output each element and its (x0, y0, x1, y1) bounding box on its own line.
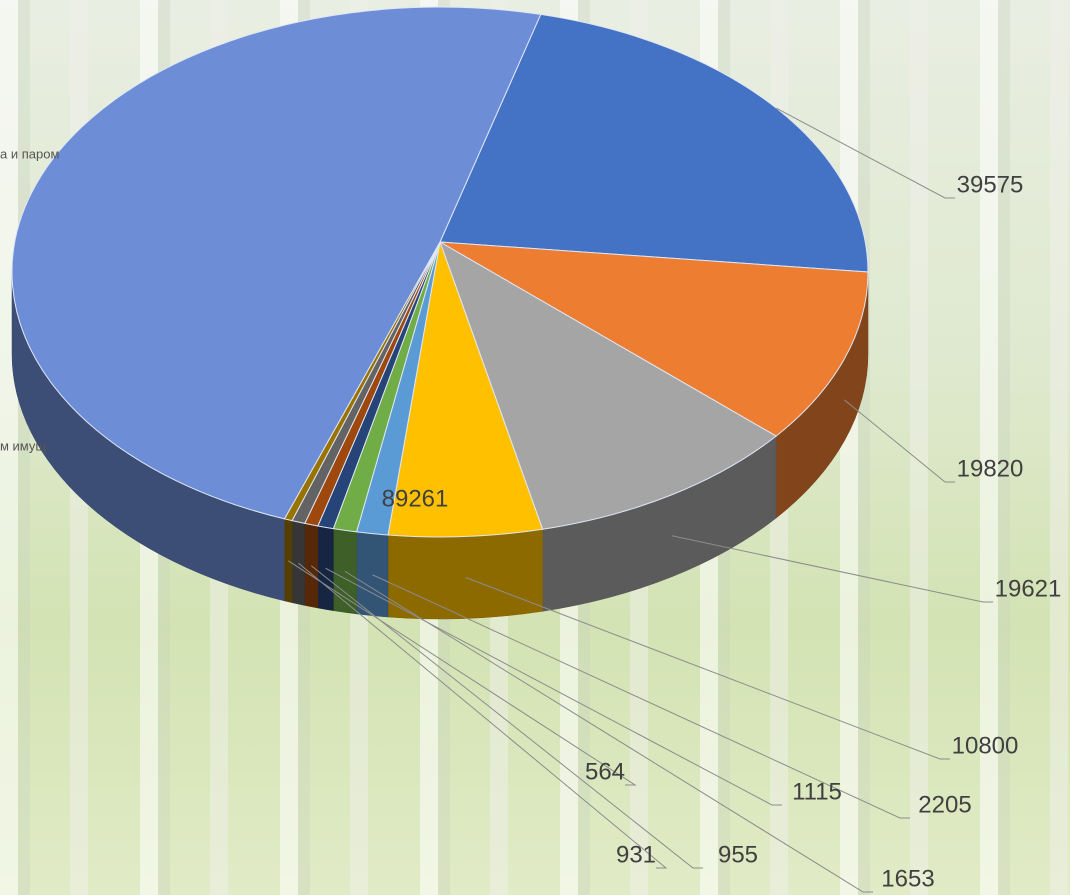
leader-line (672, 536, 993, 602)
data-label: 19621 (995, 575, 1062, 602)
slice-side (305, 523, 318, 608)
data-label: 19820 (957, 455, 1024, 482)
data-label: 2205 (918, 791, 971, 818)
data-label: 931 (616, 841, 656, 868)
data-label: 10800 (952, 732, 1019, 759)
data-label: 39575 (957, 171, 1024, 198)
category-label: а и паром (0, 146, 59, 161)
slice-side (318, 526, 333, 611)
slice-side (357, 532, 388, 617)
data-label: 1653 (881, 865, 934, 892)
data-label: 564 (585, 758, 625, 785)
data-label: 955 (718, 841, 758, 868)
data-label: 1115 (792, 778, 842, 805)
leader-line (844, 400, 955, 482)
leader-line (345, 571, 873, 892)
chart: 39575 19820 19621 10800 2205 1653 1115 955 931 56… (0, 0, 1070, 895)
slice-side (284, 519, 292, 603)
category-label: м имущ. (0, 438, 50, 453)
slice-side (292, 521, 305, 606)
data-label: 89261 (382, 485, 449, 512)
slice-side (388, 529, 543, 619)
